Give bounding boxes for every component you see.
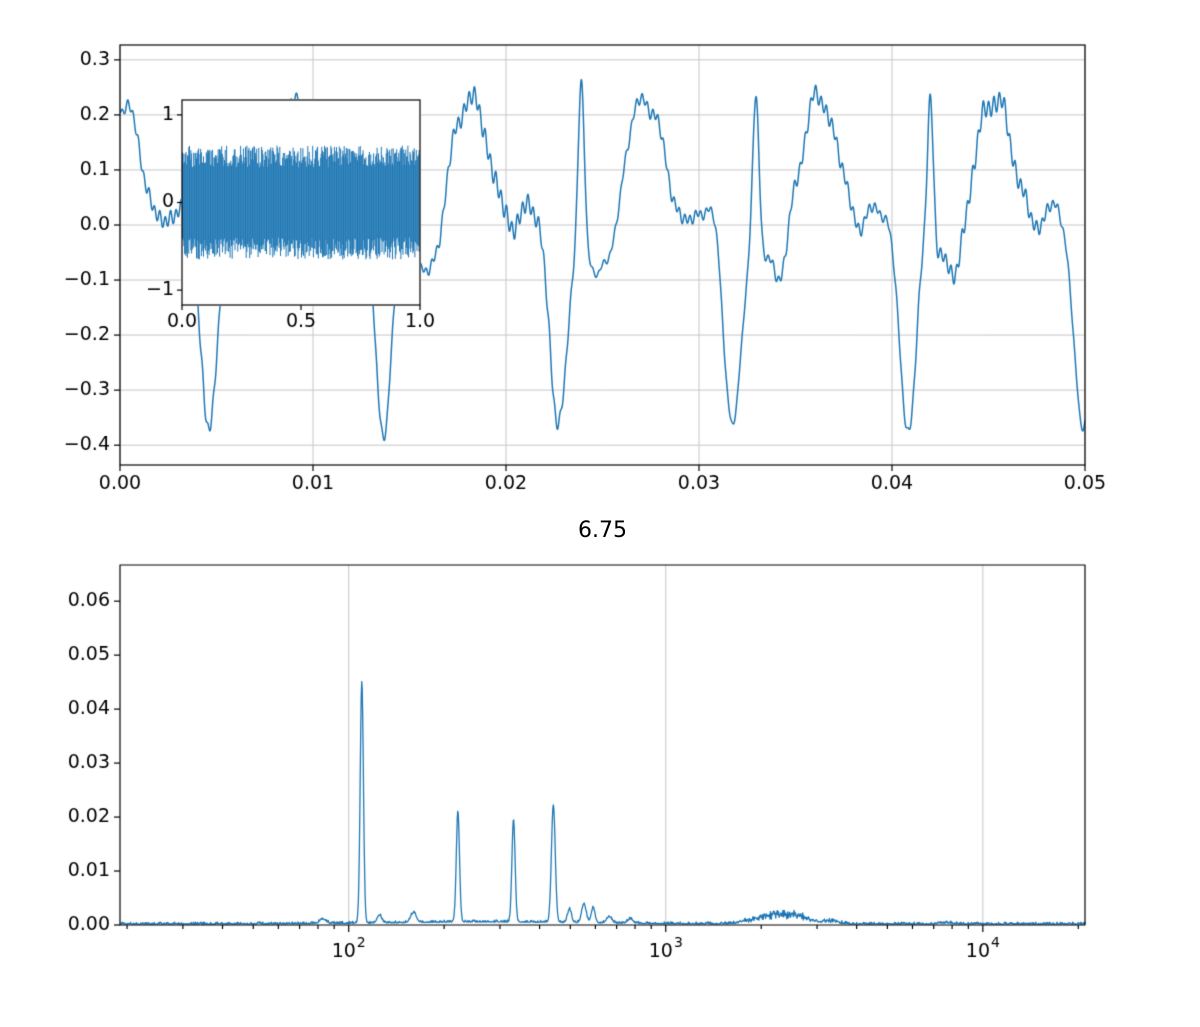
spectrum-title: 6.75	[578, 518, 627, 543]
